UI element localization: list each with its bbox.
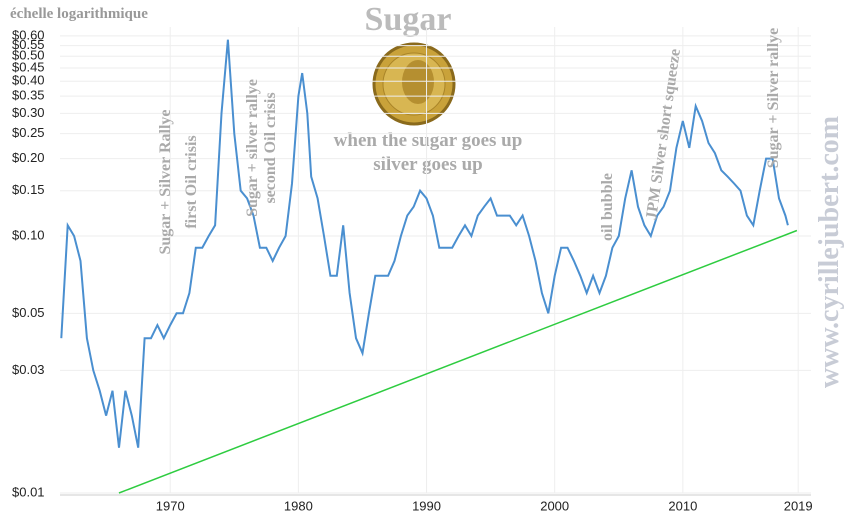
y-tick-label: $0.45 [12, 59, 45, 74]
trend-line [118, 229, 798, 494]
scale-note: échelle logarithmique [10, 6, 148, 22]
subtitle: silver goes up [373, 154, 482, 175]
annotation: Sugar + silver rallye [244, 79, 261, 217]
annotation: JPM Silver short squeeze [643, 48, 684, 221]
x-tick-label: 1980 [284, 498, 313, 513]
y-tick-label: $0.05 [12, 305, 45, 320]
x-tick-label: 2019 [784, 498, 813, 513]
x-tick-label: 1970 [156, 498, 185, 513]
x-tick-label: 2000 [540, 498, 569, 513]
y-tick-label: $0.15 [12, 182, 45, 197]
price-line [60, 39, 789, 448]
y-tick-label: $0.50 [12, 48, 45, 63]
y-tick-label: $0.55 [12, 37, 45, 52]
y-tick-label: $0.40 [12, 73, 45, 88]
annotation: Sugar + Silver rallye [765, 28, 782, 169]
annotation: second Oil crisis [262, 92, 279, 203]
y-tick-label: $0.35 [12, 88, 45, 103]
chart-title: Sugar [365, 1, 452, 38]
y-tick-label: $0.10 [12, 227, 45, 242]
watermark: www.cyrillejubert.com [814, 116, 845, 388]
x-tick-label: 1990 [412, 498, 441, 513]
annotation: first Oil crisis [183, 135, 200, 228]
y-tick-label: $0.03 [12, 362, 45, 377]
subtitle: when the sugar goes up [334, 130, 523, 151]
y-tick-label: $0.01 [12, 484, 45, 499]
y-tick-label: $0.20 [12, 150, 45, 165]
annotation: Sugar + Silver Rallye [157, 110, 174, 255]
y-tick-label: $0.30 [12, 105, 45, 120]
x-tick-label: 2010 [668, 498, 697, 513]
y-tick-label: $0.25 [12, 125, 45, 140]
annotation: oil bubble [599, 173, 616, 241]
y-tick-label: $0.60 [12, 27, 45, 42]
